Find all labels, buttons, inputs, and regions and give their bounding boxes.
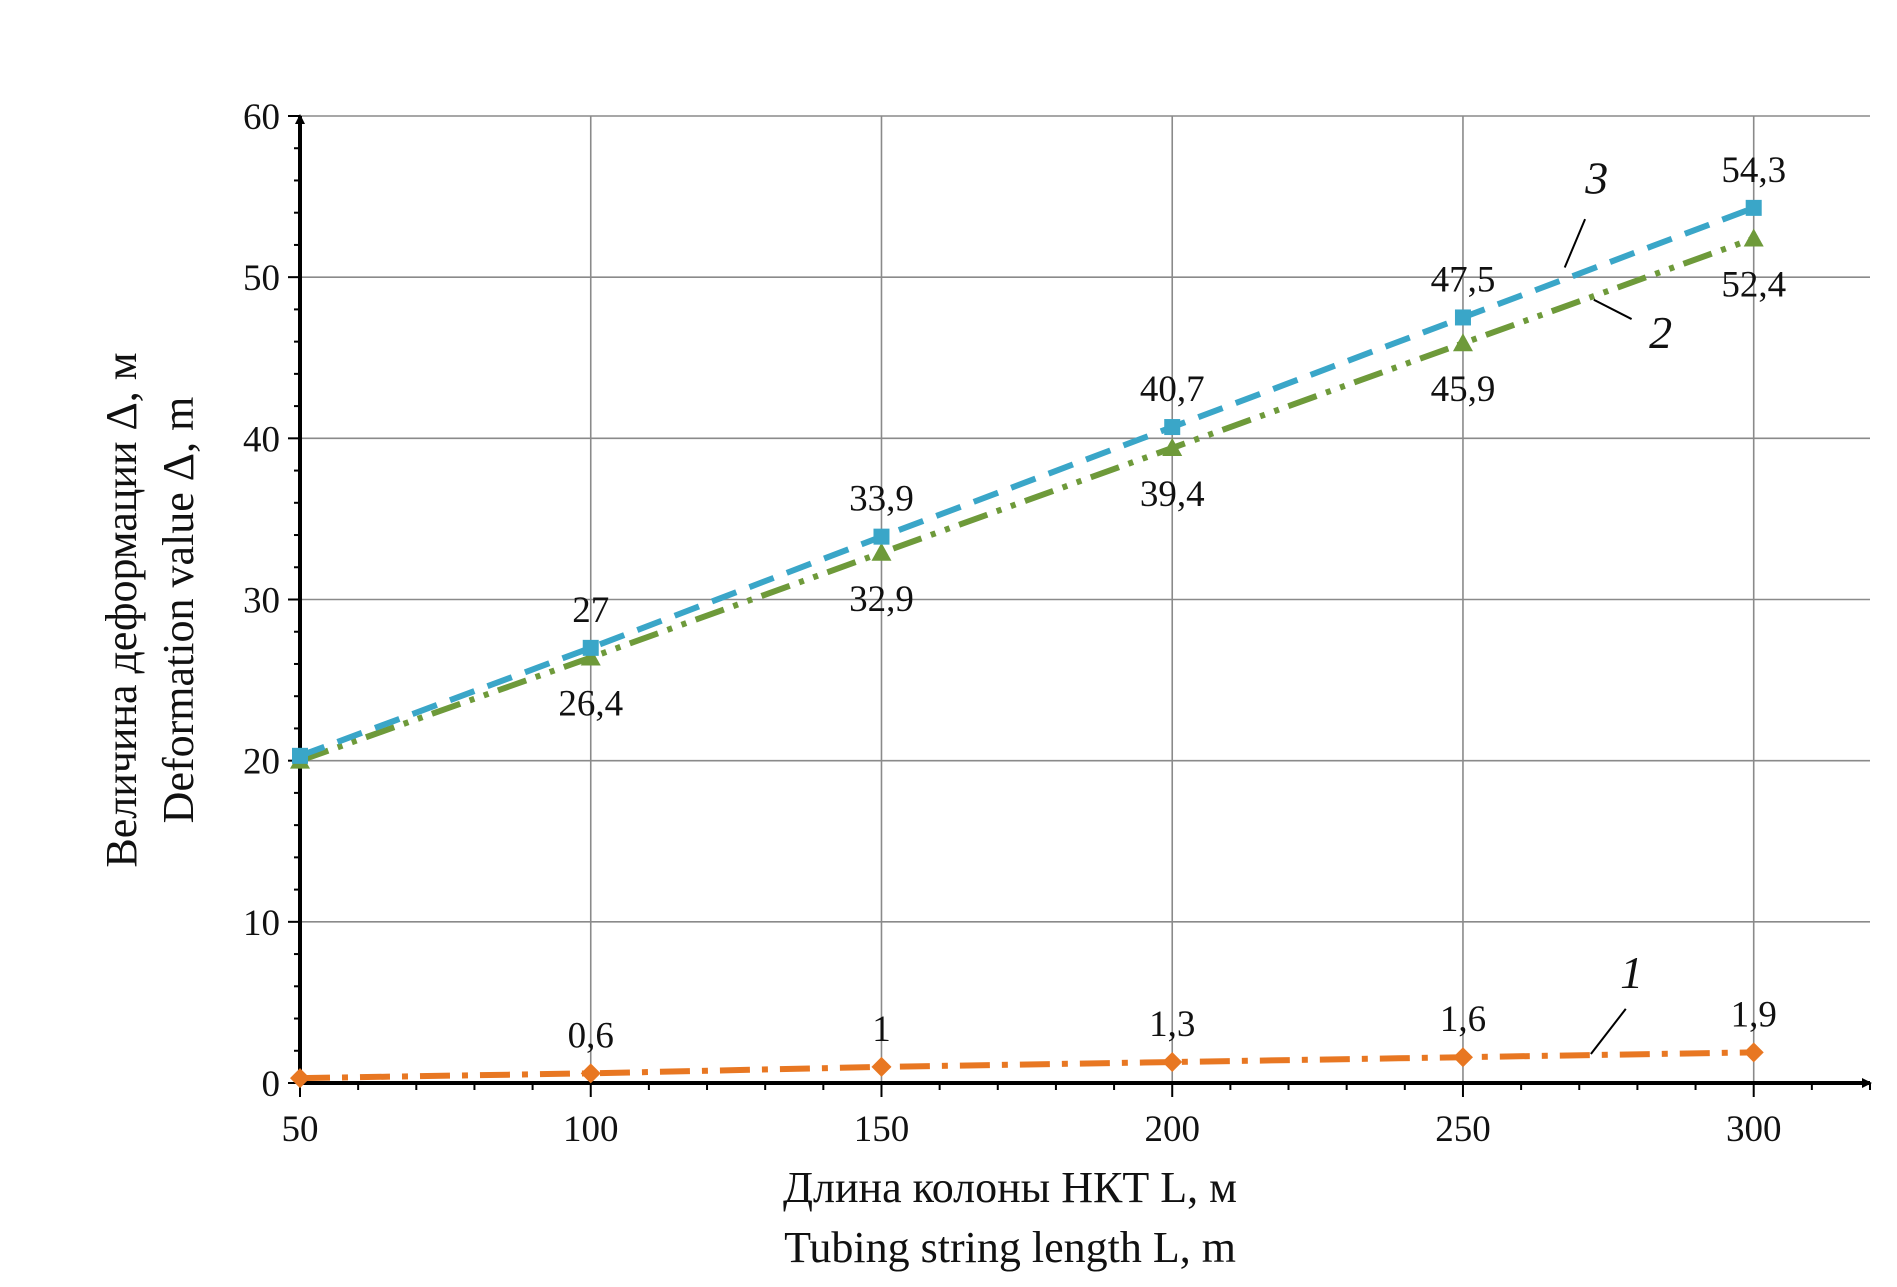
series-2-point: [580, 647, 601, 666]
series-3-line: [298, 205, 1755, 759]
data-label-1: 1,3: [1149, 1004, 1195, 1045]
series-3-point: [292, 747, 308, 764]
series-2-point: [1452, 333, 1473, 352]
series-3-point: [873, 528, 890, 545]
x-tick-label-300: 300: [1726, 1109, 1782, 1150]
series-3-point: [1454, 309, 1471, 326]
data-label-2: 39,4: [1140, 474, 1205, 515]
series-3-point: [1745, 199, 1762, 216]
series-1-line: [299, 1049, 1754, 1082]
curve-3-leader: [1563, 218, 1586, 268]
series-1-point: [580, 1063, 601, 1084]
series-1-point: [290, 1068, 310, 1089]
curve-2-label: 2: [1649, 307, 1672, 358]
data-label-2: 52,4: [1721, 264, 1786, 305]
series-3-point: [582, 639, 599, 656]
data-label-1: 1,6: [1440, 999, 1486, 1040]
data-label-1: 0,6: [568, 1015, 614, 1056]
series-2-point: [1743, 228, 1764, 247]
grid: [300, 115, 1870, 1083]
series-1-point: [1452, 1047, 1473, 1068]
series-1-point: [871, 1056, 892, 1077]
data-label-1: 1: [872, 1009, 891, 1050]
data-label-3: 47,5: [1431, 259, 1496, 300]
series-1-point: [1162, 1052, 1183, 1073]
y-tick-label-10: 10: [243, 903, 280, 944]
series-1-point: [1743, 1042, 1764, 1063]
data-label-3: 27: [572, 590, 609, 631]
data-label-1: 1,9: [1731, 994, 1777, 1035]
x-tick-label-100: 100: [563, 1109, 619, 1150]
x-tick-label-150: 150: [854, 1109, 910, 1150]
data-labels: 0,6 1 1,3 1,6 1,9 26,4 32,9 39,4 45,9 52,4 27 33,9 4…: [558, 150, 1786, 1056]
series-2-point: [1162, 438, 1183, 457]
series-2-point: [871, 542, 892, 561]
data-label-2: 32,9: [849, 579, 914, 620]
data-label-2: 26,4: [558, 684, 623, 725]
y-tick-label-60: 60: [243, 97, 280, 138]
y-tick-label-50: 50: [243, 258, 280, 299]
series-3-point: [1164, 419, 1181, 436]
curve-2-leader: [1593, 298, 1633, 320]
data-label-2: 45,9: [1431, 369, 1496, 410]
y-axis-title-en: Deformation value Δ, m: [154, 397, 203, 824]
y-tick-label-30: 30: [243, 581, 280, 622]
y-tick-label-0: 0: [262, 1064, 281, 1105]
series-layer: [290, 199, 1764, 1089]
curve-1-label: 1: [1620, 947, 1643, 998]
curve-3-label: 3: [1584, 152, 1608, 203]
y-axis-title-ru: Величина деформации Δ, м: [97, 352, 146, 867]
x-tick-label-250: 250: [1435, 1109, 1491, 1150]
data-label-3: 54,3: [1721, 150, 1786, 191]
x-axis-title-ru: Длина колоны НКТ L, м: [783, 1163, 1237, 1212]
x-tick-label-200: 200: [1144, 1109, 1200, 1150]
curve-1-leader: [1590, 1008, 1627, 1055]
y-tick-label-40: 40: [243, 419, 280, 460]
data-label-3: 33,9: [849, 479, 914, 520]
data-label-3: 40,7: [1140, 369, 1205, 410]
series-2-line: [298, 235, 1755, 764]
y-tick-label-20: 20: [243, 742, 280, 783]
axes: 0 10 20 30 40 50 60 50 100 150 200 250 300: [243, 97, 1872, 1150]
x-tick-label-50: 50: [282, 1109, 319, 1150]
x-axis-title-en: Tubing string length L, m: [784, 1223, 1236, 1272]
